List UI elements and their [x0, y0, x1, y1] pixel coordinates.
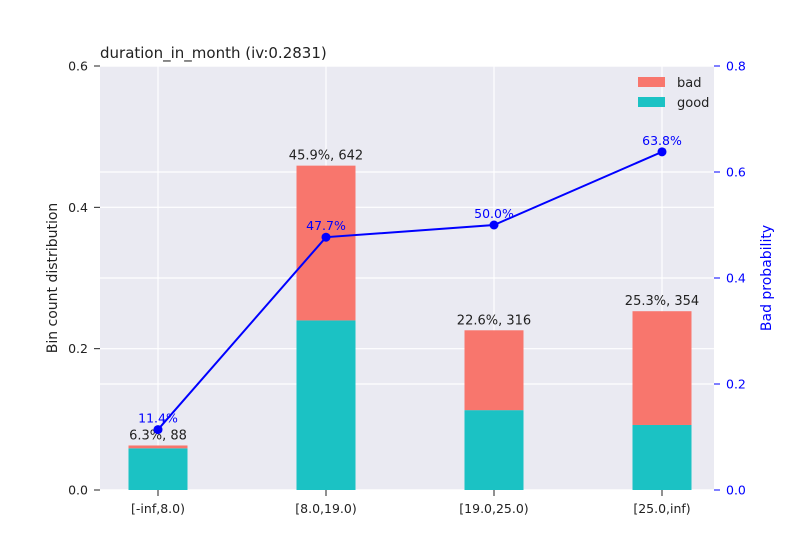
- y-tick-label-left: 0.0: [68, 483, 88, 498]
- bars: [128, 165, 692, 490]
- line-point-label: 50.0%: [474, 206, 514, 221]
- line-point-label: 47.7%: [306, 218, 346, 233]
- bar-bad: [464, 330, 524, 411]
- line-path: [157, 150, 663, 431]
- y-tick-label-right: 0.8: [726, 59, 746, 74]
- y-tick-label-right: 0.0: [726, 483, 746, 498]
- bar-good: [464, 410, 524, 490]
- bar-label: 25.3%, 354: [625, 294, 699, 309]
- chart-title: duration_in_month (iv:0.2831): [100, 44, 327, 63]
- legend-swatch-good: [638, 97, 665, 107]
- legend-label-bad: bad: [677, 76, 701, 91]
- bad-probability-line: 11.4% 47.7% 50.0% 63.8%: [138, 133, 682, 435]
- bar-good: [632, 424, 692, 490]
- line-point: [489, 220, 499, 230]
- bar-bad: [296, 165, 356, 321]
- y-tick-label-right: 0.2: [726, 377, 746, 392]
- line-point-label: 11.4%: [138, 411, 178, 426]
- bar-label: 22.6%, 316: [457, 313, 531, 328]
- legend-label-good: good: [677, 96, 709, 111]
- bar-bad: [128, 445, 188, 449]
- x-tick-label: [25.0,inf): [633, 501, 690, 516]
- x-tick-label: [-inf,8.0): [131, 501, 185, 516]
- bar-good: [296, 320, 356, 490]
- line-point: [657, 147, 667, 157]
- legend-swatch-bad: [638, 77, 665, 87]
- y-tick-label-left: 0.4: [68, 200, 88, 215]
- y-tick-label-right: 0.6: [726, 165, 746, 180]
- y-tick-label-left: 0.6: [68, 59, 88, 74]
- bar-bad: [632, 311, 692, 425]
- y-axis-left-label: Bin count distribution: [45, 203, 61, 354]
- x-tick-label: [8.0,19.0): [295, 501, 356, 516]
- bar-label: 45.9%, 642: [289, 149, 363, 164]
- line-point: [153, 425, 163, 435]
- y-axis-right-label: Bad probability: [759, 225, 775, 331]
- line-point: [321, 232, 331, 242]
- line-point-label: 63.8%: [642, 133, 682, 148]
- legend: bad good: [638, 76, 709, 111]
- y-tick-label-left: 0.2: [68, 341, 88, 356]
- bar-labels: 6.3%, 88 45.9%, 642 22.6%, 316 25.3%, 354: [129, 149, 699, 444]
- y-tick-label-right: 0.4: [726, 271, 746, 286]
- axes: 0.0 0.2 0.4 0.6 0.0 0.2 0.4 0.6 0.8 [-inf,8.0) [8.…: [68, 59, 746, 517]
- bar-label: 6.3%, 88: [129, 428, 187, 443]
- bar-good: [128, 448, 188, 490]
- x-tick-label: [19.0,25.0): [459, 501, 528, 516]
